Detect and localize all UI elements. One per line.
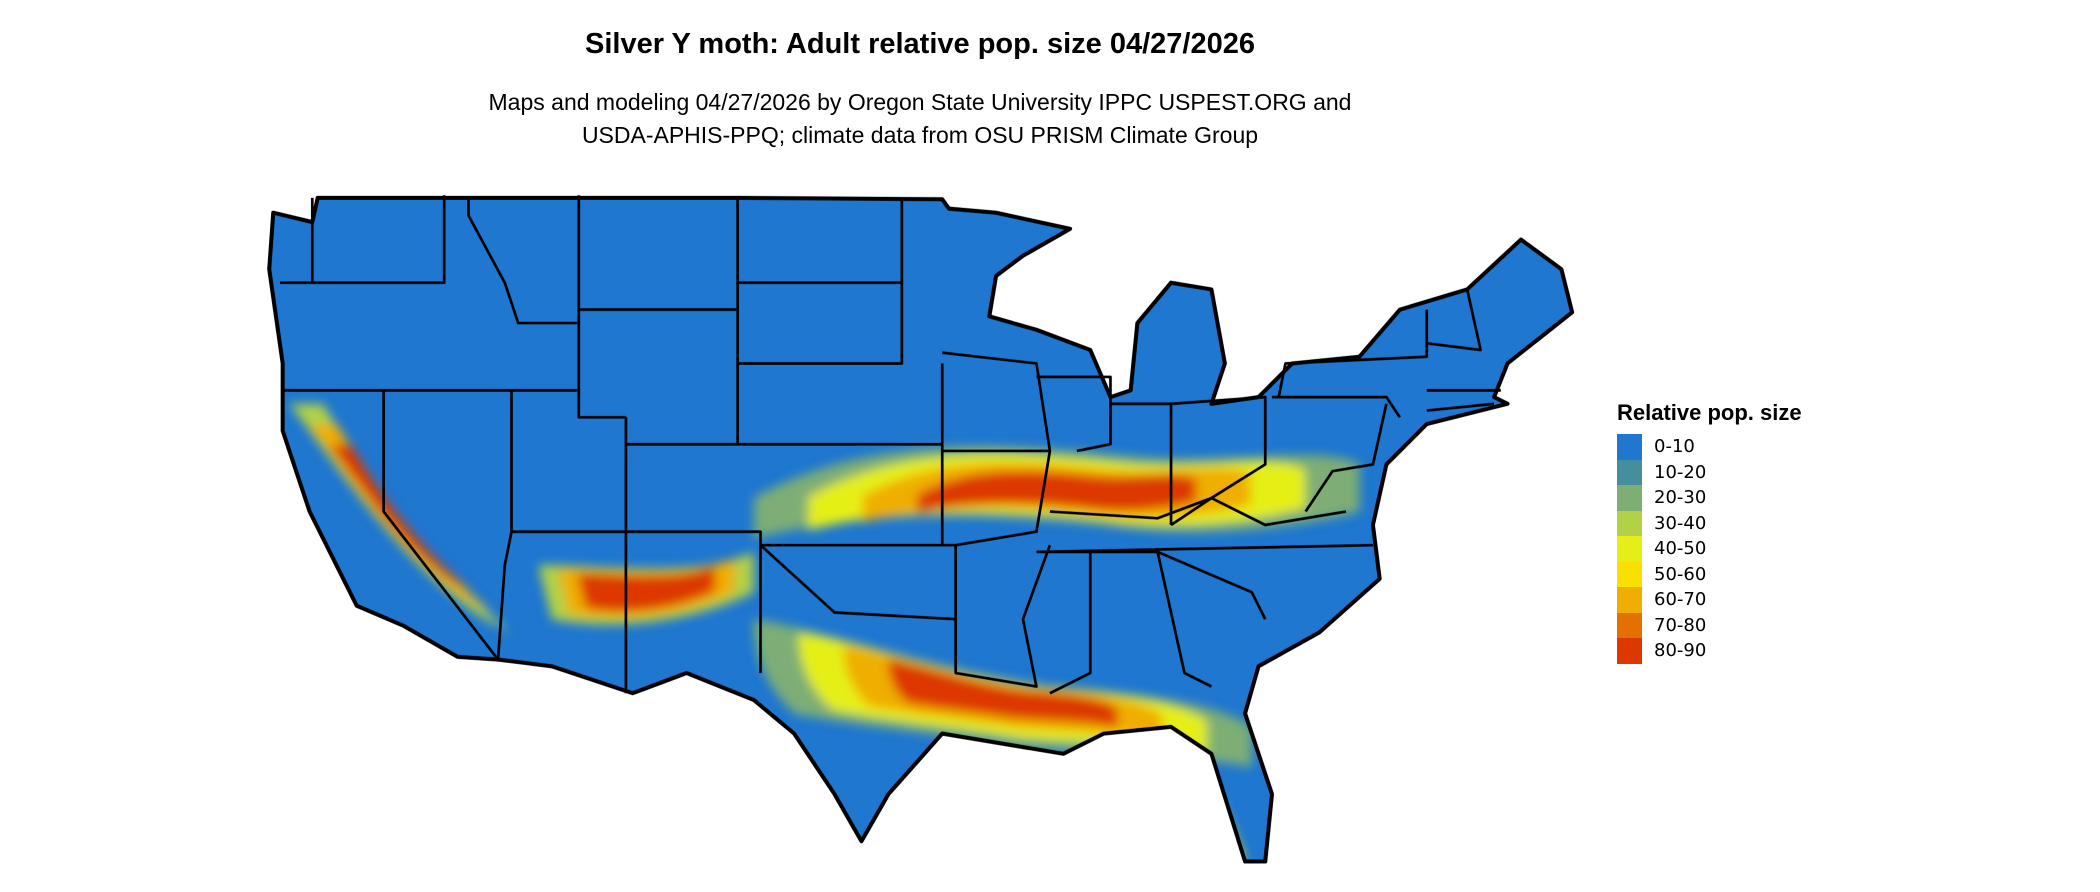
legend-title: Relative pop. size — [1617, 400, 1802, 425]
legend-swatch — [1617, 459, 1642, 485]
subtitle-line-1: Maps and modeling 04/27/2026 by Oregon S… — [488, 89, 1352, 115]
legend-label: 60-70 — [1654, 589, 1707, 611]
legend-swatch — [1617, 485, 1642, 511]
legend-items: 0-10 10-20 20-30 30-40 40-50 50-60 60-70 70-80 8… — [1609, 434, 1802, 664]
legend-label: 50-60 — [1654, 563, 1707, 585]
legend-item: 70-80 — [1609, 612, 1802, 638]
subtitle-line-2: USDA-APHIS-PPQ; climate data from OSU PR… — [581, 122, 1259, 148]
legend-label: 70-80 — [1654, 614, 1707, 636]
legend-label: 30-40 — [1654, 512, 1707, 534]
legend-swatch — [1617, 561, 1642, 587]
legend-label: 40-50 — [1654, 538, 1707, 560]
us-outline — [267, 195, 1575, 864]
southern-band — [888, 659, 1118, 728]
legend-item: 50-60 — [1609, 561, 1802, 587]
legend-item: 0-10 — [1609, 434, 1802, 460]
legend-swatch — [1617, 587, 1642, 613]
us-land — [269, 197, 1573, 862]
legend-item: 10-20 — [1609, 459, 1802, 485]
west-band — [329, 444, 472, 592]
legend-item: 60-70 — [1609, 587, 1802, 613]
legend-swatch — [1617, 612, 1642, 638]
legend-swatch — [1617, 638, 1642, 664]
legend: Relative pop. size 0-10 10-20 20-30 30-40 40… — [1609, 400, 1802, 664]
central-band — [917, 471, 1196, 514]
map-subtitle: Maps and modeling 04/27/2026 by Oregon S… — [0, 86, 1840, 152]
legend-label: 10-20 — [1654, 461, 1707, 483]
legend-swatch — [1617, 510, 1642, 536]
state-boundaries — [279, 195, 1501, 695]
legend-label: 0-10 — [1654, 436, 1695, 458]
southwest-band — [577, 564, 715, 612]
legend-swatch — [1617, 536, 1642, 562]
legend-label: 20-30 — [1654, 487, 1707, 509]
legend-item: 40-50 — [1609, 536, 1802, 562]
map-title: Silver Y moth: Adult relative pop. size … — [585, 28, 1255, 60]
legend-swatch — [1617, 434, 1642, 460]
legend-item: 30-40 — [1609, 510, 1802, 536]
legend-label: 80-90 — [1654, 640, 1707, 662]
legend-item: 20-30 — [1609, 485, 1802, 511]
legend-item: 80-90 — [1609, 638, 1802, 664]
